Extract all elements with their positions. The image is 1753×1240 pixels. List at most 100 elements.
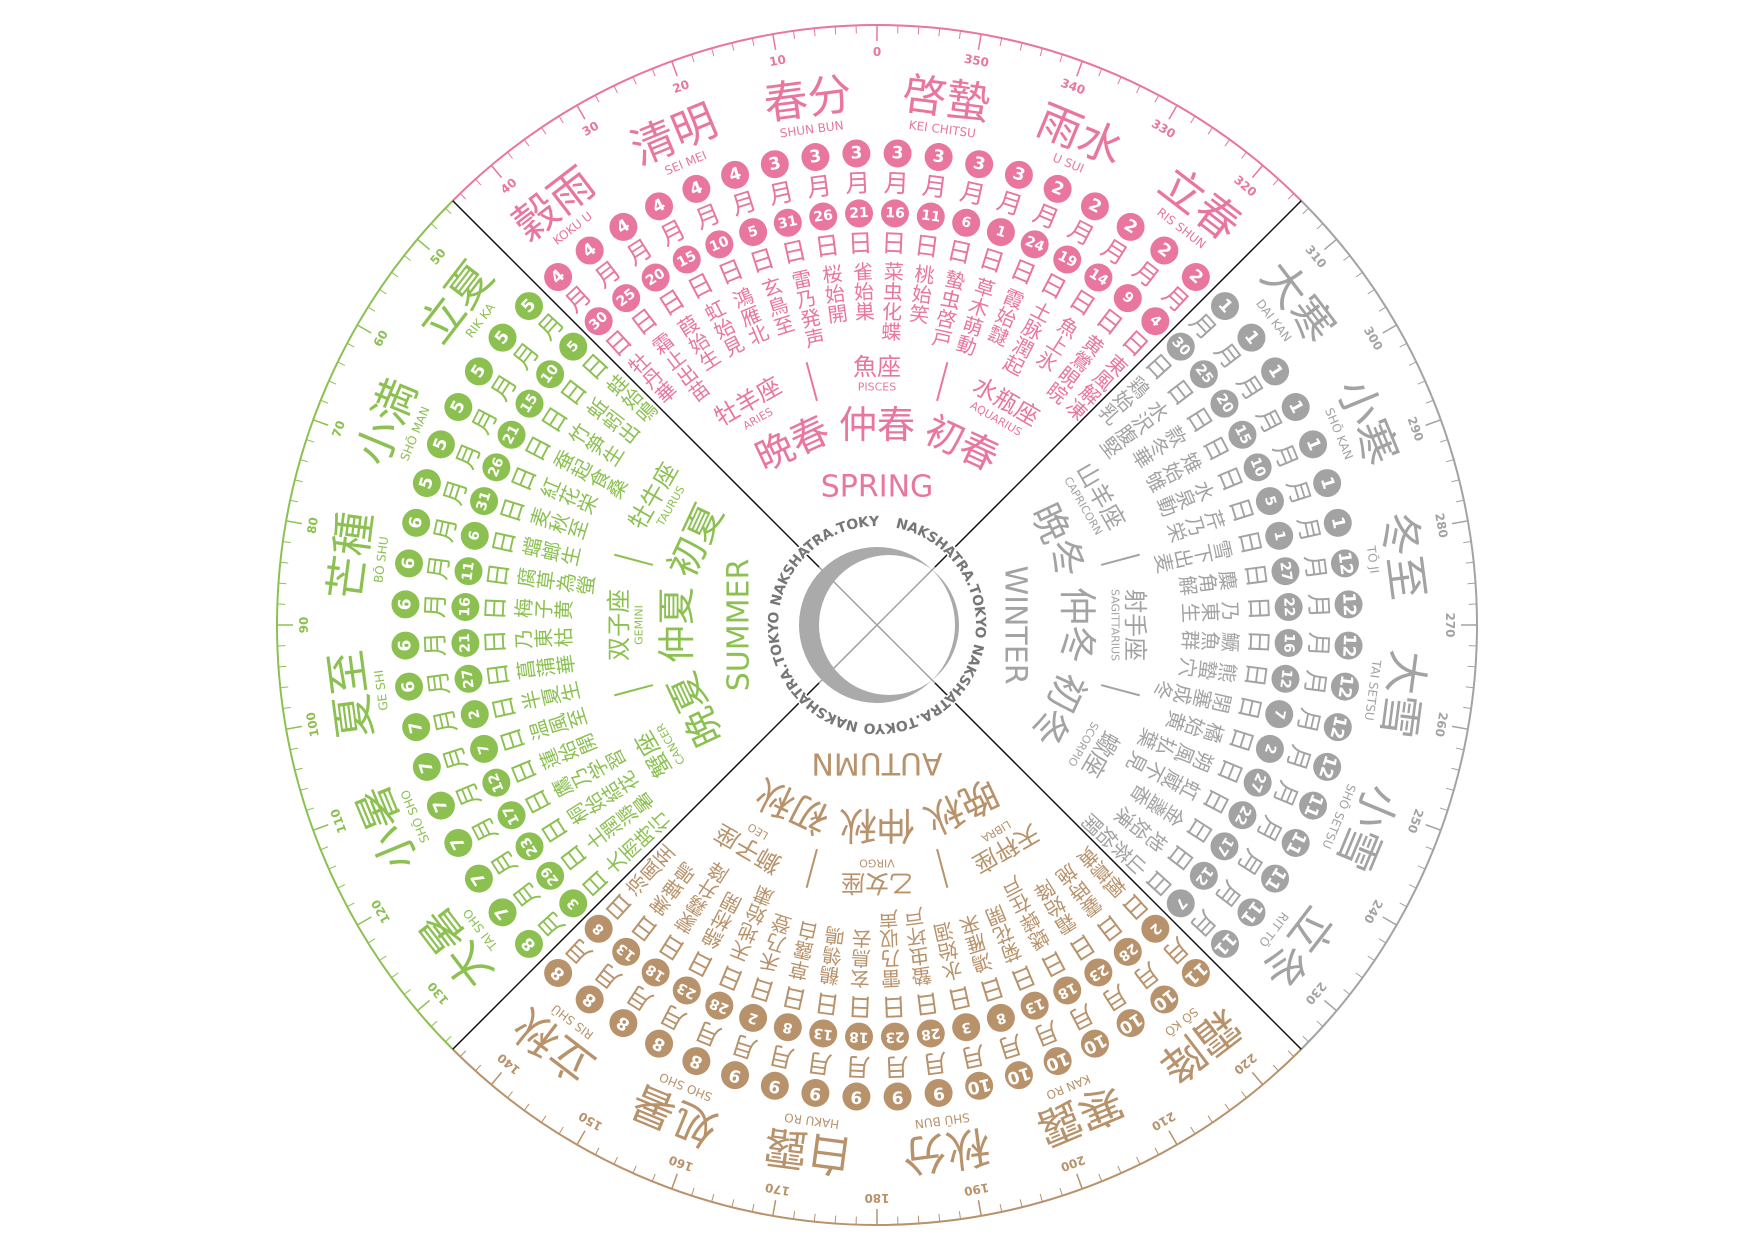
month-badge xyxy=(1330,672,1359,701)
day-badge xyxy=(672,976,701,1005)
month-badge xyxy=(1210,292,1239,321)
month-number: 7 xyxy=(405,719,427,735)
day-badge xyxy=(1228,801,1257,830)
day-number: 1 xyxy=(994,223,1008,241)
minor-tick xyxy=(523,139,530,147)
term-name: 大雪 xyxy=(1371,647,1433,741)
month-char: 月 xyxy=(1299,668,1331,697)
ko-name: 雷乃収声 xyxy=(877,908,904,989)
degree-tick xyxy=(1323,238,1338,251)
month-badge xyxy=(609,212,638,241)
day-badge xyxy=(536,360,565,389)
minor-tick xyxy=(403,989,411,995)
minor-tick xyxy=(751,1203,755,1212)
day-number: 28 xyxy=(707,994,731,1016)
day-badge xyxy=(451,628,480,657)
day-number: 5 xyxy=(1261,494,1279,508)
minor-tick xyxy=(541,1115,547,1123)
minor-tick xyxy=(958,1211,961,1220)
term-romaji: TŌ JI xyxy=(1364,544,1382,574)
minor-tick xyxy=(1287,193,1295,200)
minor-tick xyxy=(430,223,438,230)
month-number: 3 xyxy=(971,153,987,175)
month-badge xyxy=(1281,828,1310,857)
day-badge xyxy=(739,1003,768,1032)
month-badge xyxy=(1004,160,1033,189)
day-char: 日 xyxy=(847,992,873,1022)
minor-tick xyxy=(1272,178,1279,186)
month-char: 月 xyxy=(994,1029,1027,1064)
month-char: 月 xyxy=(423,668,455,697)
zodiac-latin: GEMINI xyxy=(633,605,646,645)
month-number: 9 xyxy=(767,1075,783,1097)
month-badge xyxy=(412,752,441,781)
day-char: 日 xyxy=(746,243,779,278)
degree-tick xyxy=(1168,105,1178,120)
minor-tick xyxy=(346,342,355,348)
minor-tick xyxy=(1455,747,1464,751)
minor-tick xyxy=(430,1020,438,1027)
minor-tick xyxy=(1154,1147,1160,1156)
degree-label: 290 xyxy=(1405,415,1427,443)
month-badge xyxy=(1261,357,1290,386)
minor-tick xyxy=(1117,1165,1122,1174)
day-char: 日 xyxy=(746,972,779,1007)
season-name: SPRING xyxy=(821,470,934,505)
month-badge xyxy=(721,1061,750,1090)
month-badge xyxy=(1116,1009,1145,1038)
day-badge xyxy=(1020,991,1049,1020)
degree-tick xyxy=(357,324,372,334)
term-name: 春分 xyxy=(761,68,855,130)
day-badge xyxy=(845,1022,874,1051)
day-char: 日 xyxy=(482,661,514,690)
month-badge xyxy=(883,139,912,168)
day-badge xyxy=(705,230,734,259)
day-badge xyxy=(482,453,511,482)
minor-tick xyxy=(751,38,755,47)
minor-tick xyxy=(1207,1115,1213,1123)
day-number: 24 xyxy=(1023,233,1047,255)
month-char: 月 xyxy=(438,476,473,509)
minor-tick xyxy=(691,54,695,63)
minor-tick xyxy=(1467,582,1476,585)
term-romaji: BŌ SHU xyxy=(371,536,391,584)
degree-tick xyxy=(416,999,431,1012)
month-char: 月 xyxy=(1299,553,1331,582)
degree-label: 220 xyxy=(1231,1050,1259,1077)
month-char: 月 xyxy=(883,1052,909,1082)
month-number: 3 xyxy=(1010,163,1027,186)
month-badge xyxy=(1313,752,1342,781)
minor-tick xyxy=(294,767,303,771)
minor-tick xyxy=(280,686,289,689)
day-badge xyxy=(451,593,480,622)
day-badge xyxy=(460,700,489,729)
minor-tick xyxy=(1355,972,1363,979)
day-number: 2 xyxy=(466,708,484,721)
degree-tick xyxy=(1425,419,1442,426)
minor-tick xyxy=(938,28,941,37)
month-number: 11 xyxy=(1281,828,1310,858)
minor-tick xyxy=(1425,399,1434,404)
minor-tick xyxy=(1455,499,1464,503)
month-badge xyxy=(1323,508,1352,537)
day-badge xyxy=(1255,487,1284,516)
month-badge xyxy=(391,590,420,619)
month-number: 1 xyxy=(1327,515,1349,531)
day-number: 28 xyxy=(920,1024,941,1042)
day-char: 日 xyxy=(480,595,510,621)
minor-tick xyxy=(1451,479,1460,483)
degree-label: 350 xyxy=(963,52,990,70)
month-badge xyxy=(645,1029,674,1058)
month-char: 月 xyxy=(766,1040,797,1074)
minor-tick xyxy=(1224,1103,1231,1111)
month-badge xyxy=(544,263,573,292)
minor-tick xyxy=(1117,76,1122,85)
minor-tick xyxy=(300,459,309,463)
day-badge xyxy=(497,420,526,449)
ko-name: 菜虫化蝶 xyxy=(877,260,904,341)
month-badge xyxy=(645,192,674,221)
month-badge xyxy=(444,828,473,857)
degree-label: 180 xyxy=(864,1191,889,1205)
month-badge xyxy=(395,672,424,701)
day-number: 10 xyxy=(707,233,731,255)
